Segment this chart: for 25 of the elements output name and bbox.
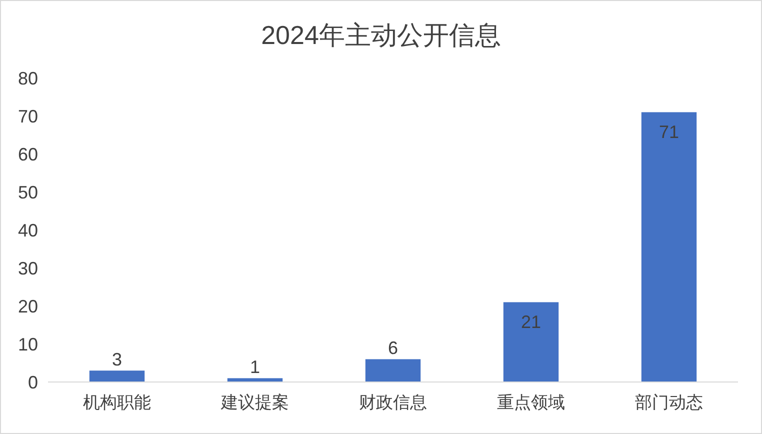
y-tick-label: 50 [18, 182, 38, 202]
x-tick-label: 机构职能 [83, 393, 151, 412]
x-tick-label: 建议提案 [220, 393, 289, 412]
y-tick-label: 60 [18, 144, 38, 164]
y-tick-label: 80 [18, 68, 38, 88]
data-label: 3 [112, 350, 122, 370]
y-tick-label: 30 [18, 258, 38, 278]
data-label: 6 [388, 338, 398, 358]
data-label: 1 [250, 357, 260, 378]
x-tick-label: 部门动态 [635, 393, 703, 412]
bar [503, 302, 559, 382]
data-label: 21 [520, 312, 542, 332]
x-tick-label: 重点领域 [497, 393, 565, 412]
bar [365, 359, 421, 382]
data-label: 71 [658, 122, 680, 142]
bar [89, 370, 145, 382]
bar [641, 112, 697, 382]
bar [227, 378, 283, 382]
y-tick-label: 10 [18, 334, 38, 354]
x-tick-label: 财政信息 [359, 393, 427, 412]
y-tick-label: 40 [18, 220, 38, 240]
y-tick-label: 0 [28, 372, 38, 392]
chart-title: 2024年主动公开信息 [261, 20, 501, 50]
y-tick-label: 70 [18, 106, 38, 126]
y-tick-label: 20 [18, 296, 38, 316]
